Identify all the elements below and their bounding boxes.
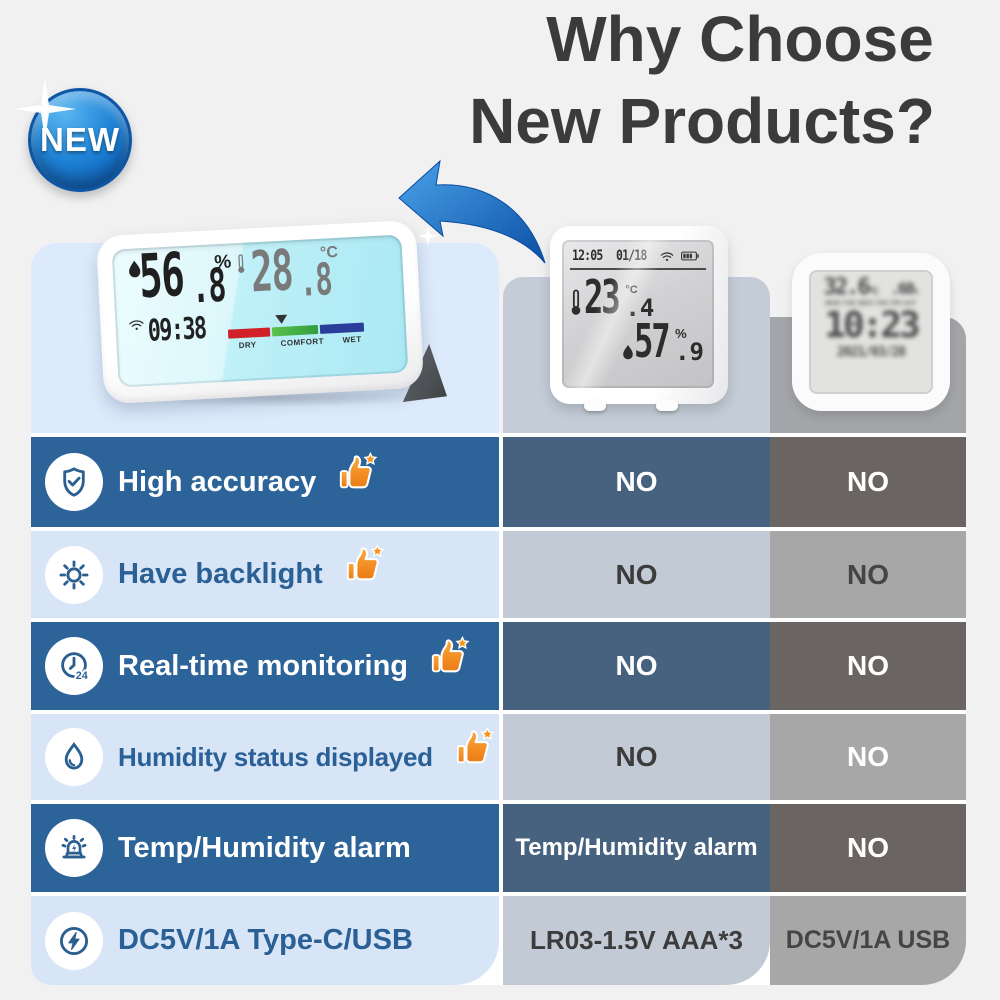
device-screen: 56 .8 % 28 .8 °C 09:38 DRY COMF <box>111 234 409 388</box>
competitor1-cell: NO <box>503 437 770 527</box>
date-value: 01/18 <box>616 248 647 264</box>
humidity-unit: % <box>675 326 687 341</box>
temperature-unit: ℃ <box>868 287 879 297</box>
temperature-value: 32.6 <box>823 275 871 300</box>
scale-dry-segment <box>227 327 271 339</box>
feature-label: Temp/Humidity alarm <box>118 831 411 864</box>
temperature-unit: °C <box>319 243 339 262</box>
device-foot <box>656 400 678 411</box>
humidity-unit: % <box>213 251 232 274</box>
sparkle-icon <box>14 78 76 140</box>
curved-arrow-icon <box>398 159 546 264</box>
clock-badge-24: 24 <box>76 670 88 682</box>
droplet-icon <box>622 345 633 360</box>
thermometer-icon <box>571 289 581 315</box>
competitor2-cell: DC5V/1A USB <box>770 896 966 985</box>
new-product-photo: 56 .8 % 28 .8 °C 09:38 DRY COMF <box>95 219 425 405</box>
feature-label: Real-time monitoring <box>118 649 409 682</box>
feature-row-realtime-monitoring: 24 Real-time monitoring <box>31 622 499 710</box>
humidity-value: .68 <box>890 279 915 298</box>
competitor2-cell: NO <box>770 437 966 527</box>
page-title-line1: Why Choose <box>546 3 934 75</box>
feature-row-temp-humidity-alarm: Temp/Humidity alarm <box>31 804 499 892</box>
scale-marker-icon <box>275 314 288 325</box>
date-value: 2021/03/28 <box>836 344 906 360</box>
competitor2-cell: NO <box>770 714 966 800</box>
cell-value: NO <box>847 650 889 681</box>
scale-comfort-segment <box>271 324 319 337</box>
competitor2-cell: NO <box>770 622 966 710</box>
wifi-icon <box>129 320 144 330</box>
thumbs-up-icon <box>429 635 471 683</box>
clock-time: 12:05 <box>572 248 603 264</box>
clock-time: 10:23 <box>824 305 920 346</box>
cell-value: DC5V/1A USB <box>785 926 951 954</box>
feature-label: Have backlight <box>118 558 323 590</box>
shield-check-icon <box>45 453 103 511</box>
siren-icon <box>45 819 103 877</box>
competitor1-cell: NO <box>503 622 770 710</box>
cell-value: NO <box>847 558 889 590</box>
feature-label: DC5V/1A Type-C/USB <box>118 924 413 956</box>
thumbs-up-icon <box>337 451 379 499</box>
bolt-circle-icon <box>45 911 103 970</box>
battery-icon <box>681 251 699 261</box>
feature-row-power-supply: DC5V/1A Type-C/USB <box>31 896 499 985</box>
cell-value: LR03-1.5V AAA*3 <box>530 925 743 955</box>
droplet-icon <box>45 728 103 786</box>
cell-value: Temp/Humidity alarm <box>515 834 758 861</box>
humidity-decimal: .9 <box>675 338 704 366</box>
clock-24-icon: 24 <box>45 637 103 695</box>
competitor1-photo: 12:05 01/18 <box>550 226 728 411</box>
cell-value: NO <box>615 558 658 590</box>
scale-label-comfort: COMFORT <box>280 336 325 348</box>
weekday-row: MON TUE WED THU FRI SAT <box>825 301 917 307</box>
competitor2-photo: 32.6℃ .68% MON TUE WED THU FRI SAT 10:23… <box>792 253 950 411</box>
feature-label: High accuracy <box>118 465 317 498</box>
scale-wet-segment <box>319 322 365 334</box>
cell-value: NO <box>847 466 889 497</box>
competitor1-cell: NO <box>503 531 770 618</box>
temperature-decimal: .4 <box>625 294 655 322</box>
competitor2-cell: NO <box>770 531 966 618</box>
new-badge: NEW <box>28 88 132 192</box>
device-foot <box>584 400 606 411</box>
scale-label-dry: DRY <box>238 340 257 351</box>
competitor2-screen: 32.6℃ .68% MON TUE WED THU FRI SAT 10:23… <box>809 270 933 394</box>
temperature-value: 23 <box>584 270 621 324</box>
wifi-icon <box>661 251 674 261</box>
scale-label-wet: WET <box>342 334 362 345</box>
new-badge-label: NEW <box>40 121 120 158</box>
cell-value: NO <box>847 741 889 772</box>
screen-divider <box>570 268 706 270</box>
competitor2-screen-content: 32.6℃ .68% MON TUE WED THU FRI SAT 10:23… <box>809 270 933 394</box>
cell-value: NO <box>847 832 889 863</box>
cell-value: NO <box>615 650 658 681</box>
humidity-value: 56 <box>137 240 186 313</box>
temperature-unit: °C <box>625 284 638 296</box>
cell-value: NO <box>615 466 658 497</box>
feature-row-high-accuracy: High accuracy <box>31 437 499 527</box>
thumbs-up-icon <box>344 543 386 591</box>
humidity-value: 57 <box>633 314 671 368</box>
competitor1-screen: 12:05 01/18 <box>562 240 714 388</box>
temperature-value: 28 <box>249 238 294 306</box>
feature-row-humidity-status: Humidity status displayed <box>31 714 499 800</box>
competitor1-cell: LR03-1.5V AAA*3 <box>503 896 770 985</box>
droplet-icon <box>129 260 141 278</box>
page-title-line2: New Products? <box>469 85 935 157</box>
competitor2-cell: NO <box>770 804 966 892</box>
competitor1-cell: Temp/Humidity alarm <box>503 804 770 892</box>
thumbs-up-icon <box>454 726 496 774</box>
humidity-unit: % <box>912 287 919 297</box>
competitor1-cell: NO <box>503 714 770 800</box>
feature-label: Humidity status displayed <box>118 741 433 772</box>
sun-icon <box>45 545 103 604</box>
clock-time: 09:38 <box>146 310 207 349</box>
feature-row-have-backlight: Have backlight <box>31 531 499 618</box>
thermometer-icon <box>238 254 245 273</box>
cell-value: NO <box>615 741 658 772</box>
